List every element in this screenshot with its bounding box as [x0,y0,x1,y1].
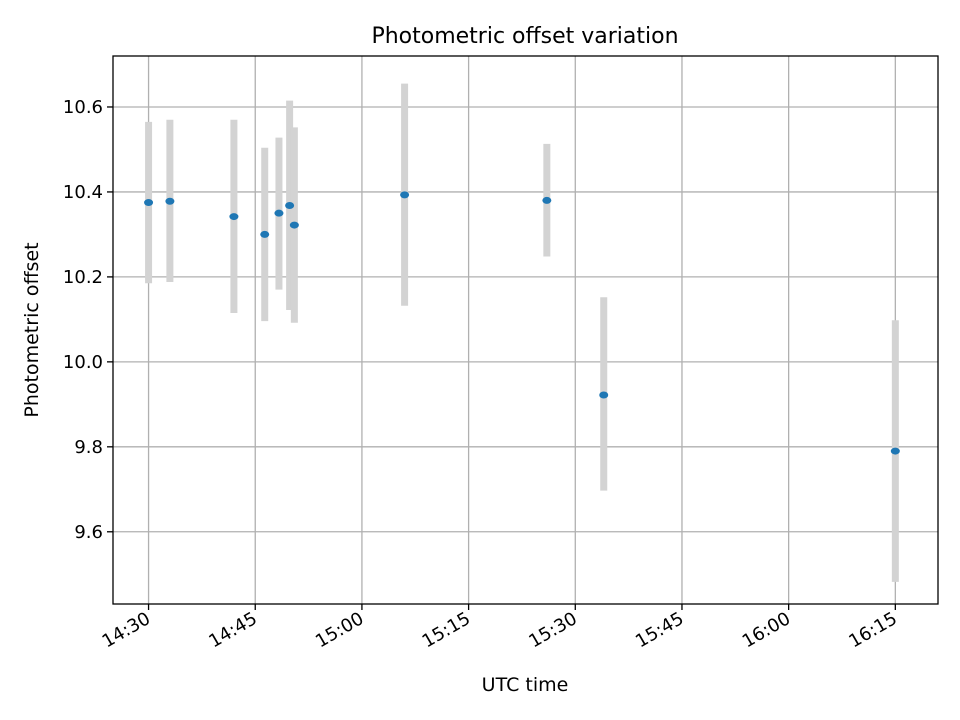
error-bars [145,83,899,582]
data-point [274,209,284,217]
y-axis-label: Photometric offset [21,242,43,417]
data-point [542,196,552,204]
y-tick-label: 10.2 [63,267,103,288]
plot-frame [112,55,939,605]
y-tick-label: 10.6 [63,97,103,118]
x-tick-label: 15:45 [632,608,687,652]
x-axis-ticks: 14:30 14:45 15:00 15:15 15:30 15:45 16:00 16:15 [99,604,901,652]
chart-title: Photometric offset variation [371,24,678,49]
x-tick-label: 15:30 [525,608,580,652]
data-point [165,197,175,205]
data-point [260,230,270,238]
data-point [289,221,299,229]
x-tick-label: 16:00 [739,608,794,652]
y-tick-label: 9.6 [74,522,103,543]
y-tick-label: 10.4 [63,182,103,203]
x-tick-label: 15:00 [312,608,367,652]
y-axis-ticks: 9.6 9.8 10.0 10.2 10.4 10.6 [63,97,113,543]
data-markers [144,191,900,455]
x-tick-label: 16:15 [845,608,900,652]
x-tick-label: 15:15 [419,608,474,652]
grid [113,56,938,604]
data-point [144,199,154,207]
x-tick-label: 14:45 [205,608,260,652]
x-tick-label: 14:30 [99,608,154,652]
x-axis-label: UTC time [482,674,569,696]
data-point [400,191,410,199]
data-point [890,447,900,455]
data-point [229,213,239,221]
data-point [285,202,295,210]
data-point [599,391,609,399]
y-tick-label: 9.8 [74,437,103,458]
y-tick-label: 10.0 [63,352,103,373]
